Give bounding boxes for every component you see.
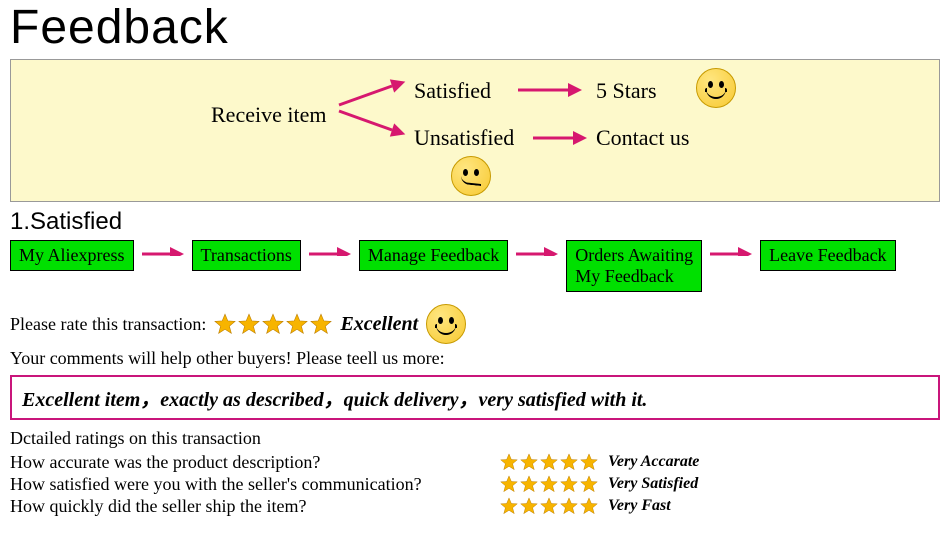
- detail-question: How quickly did the seller ship the item…: [10, 496, 500, 517]
- nav-step-transactions[interactable]: Transactions: [192, 240, 301, 271]
- smiley-icon: [696, 68, 736, 108]
- flow-contact-label: Contact us: [596, 125, 690, 151]
- detail-rating-label: Very Accarate: [608, 453, 699, 471]
- detail-question: How accurate was the product description…: [10, 452, 500, 473]
- arrow-icon: [336, 78, 411, 108]
- arrow-icon: [140, 240, 186, 256]
- arrow-icon: [708, 240, 754, 256]
- nav-breadcrumb: My Aliexpress Transactions Manage Feedba…: [10, 240, 940, 292]
- nav-step-leave-feedback[interactable]: Leave Feedback: [760, 240, 895, 271]
- section-satisfied-heading: 1.Satisfied: [10, 208, 940, 236]
- rating-stars[interactable]: [500, 475, 598, 493]
- detailed-ratings-heading: Dctailed ratings on this transaction: [10, 428, 940, 449]
- flow-unsatisfied-label: Unsatisfied: [414, 125, 514, 151]
- smiley-icon: [426, 304, 466, 344]
- nav-step-my-aliexpress[interactable]: My Aliexpress: [10, 240, 134, 271]
- arrow-icon: [531, 130, 591, 146]
- comments-prompt-label: Your comments will help other buyers! Pl…: [10, 348, 940, 369]
- nav-step-manage-feedback[interactable]: Manage Feedback: [359, 240, 508, 271]
- detail-rating-label: Very Fast: [608, 497, 671, 515]
- arrow-icon: [514, 240, 560, 256]
- rating-text-label: Excellent: [340, 313, 418, 336]
- page-title: Feedback: [10, 0, 940, 55]
- rating-stars[interactable]: [500, 453, 598, 471]
- detail-rating-label: Very Satisfied: [608, 475, 698, 493]
- arrow-icon: [516, 82, 586, 98]
- arrow-icon: [307, 240, 353, 256]
- neutral-face-icon: [451, 156, 491, 196]
- feedback-flow-box: Receive item Satisfied Unsatisfied 5 Sta…: [10, 59, 940, 202]
- rating-stars[interactable]: [500, 497, 598, 515]
- rating-stars[interactable]: [214, 313, 332, 335]
- flow-5stars-label: 5 Stars: [596, 78, 657, 104]
- arrow-icon: [336, 108, 411, 138]
- flow-receive-label: Receive item: [211, 102, 326, 128]
- rate-prompt-label: Please rate this transaction:: [10, 314, 206, 335]
- detail-question: How satisfied were you with the seller's…: [10, 474, 500, 495]
- comment-input[interactable]: Excellent item，exactly as described，quic…: [10, 375, 940, 420]
- nav-step-orders-awaiting[interactable]: Orders Awaiting My Feedback: [566, 240, 702, 292]
- flow-satisfied-label: Satisfied: [414, 78, 491, 104]
